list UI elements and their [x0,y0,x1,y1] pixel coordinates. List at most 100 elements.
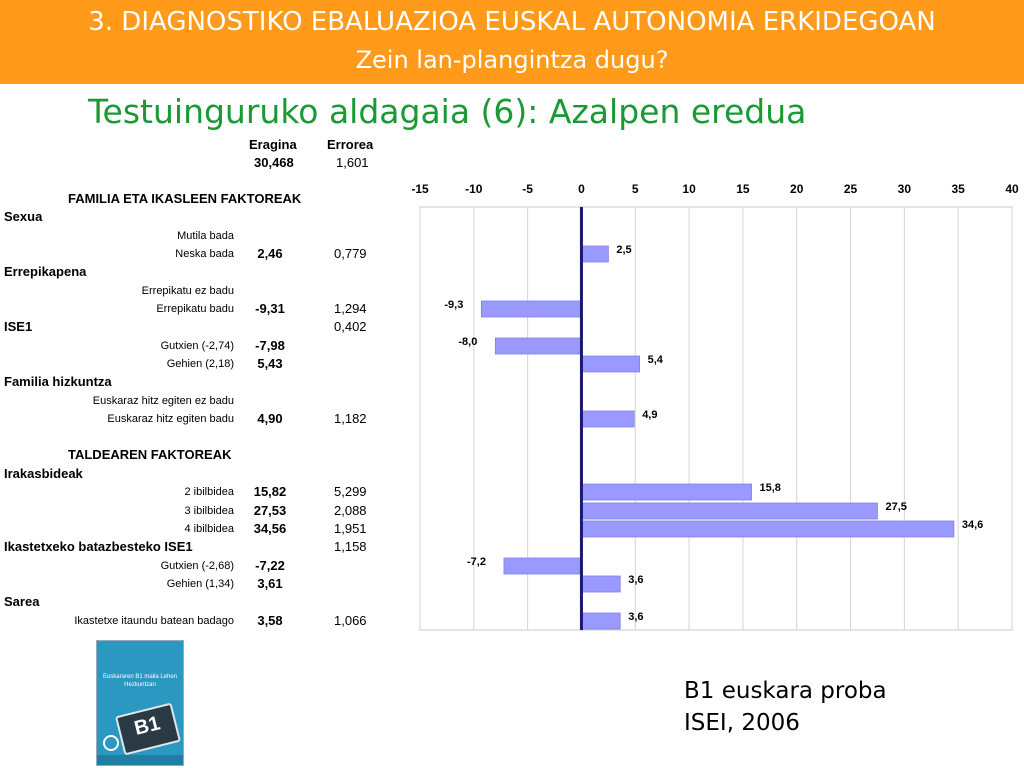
group-label: Sarea [4,594,40,609]
b1-plate: B1 [115,702,181,756]
table-row: Sarea [0,593,400,611]
x-tick-label: 25 [844,182,858,196]
table-row: Sexua [0,208,400,226]
error-column-header: Errorea [327,137,374,152]
row-label: Gehien (2,18) [166,358,234,370]
bar [480,300,582,318]
x-tick-label: 15 [736,182,750,196]
row-label: Gutxien (-2,68) [160,560,234,572]
x-tick-label: -10 [465,182,483,196]
bar [581,612,621,630]
error-value: 2,088 [334,503,367,518]
x-tick-label: 0 [578,182,585,196]
error-value: 1,158 [334,539,367,554]
table-row: Euskaraz hitz egiten ez badu [0,392,400,410]
bar-value-label: 5,4 [648,354,664,366]
effect-value: 34,56 [253,521,287,536]
intercept-effect: 30,468 [254,155,294,170]
x-tick-label: -5 [522,182,533,196]
bar-value-label: -7,2 [467,556,486,568]
row-label: Errepikatu badu [156,303,234,315]
x-tick-label: 40 [1005,182,1019,196]
group-label: ISE1 [4,319,33,334]
effect-value: -9,31 [255,301,285,316]
table-row: ISE1 0,402 [0,318,400,336]
bar-value-label: -8,0 [458,336,477,348]
effect-value: 3,61 [257,576,283,591]
table-row: Errepikatu ez badu [0,282,400,300]
book-footer-band [97,755,183,765]
x-tick-label: 10 [682,182,696,196]
effect-column-header: Eragina [249,137,297,152]
row-label: Euskaraz hitz egiten ez badu [92,395,234,407]
bar-value-label: 3,6 [628,611,643,623]
error-value: 1,066 [334,613,367,628]
error-value: 1,294 [334,301,367,316]
bar-value-label: 15,8 [760,482,781,494]
table-row: Errepikatu badu -9,31 1,294 [0,300,400,318]
group-label: Ikastetxeko batazbesteko ISE1 [4,539,193,554]
bar [581,502,878,520]
banner-subtitle: Zein lan-plangintza dugu? [355,46,669,74]
bar [581,410,635,428]
row-label: Mutila bada [177,230,234,242]
error-value: 1,951 [334,521,367,536]
source-note-line1: B1 euskara proba [684,678,887,704]
effect-value: 4,90 [257,411,283,426]
table-row: 4 ibilbidea 34,56 1,951 [0,520,400,538]
banner-title: 3. DIAGNOSTIKO EBALUAZIOA EUSKAL AUTONOM… [88,7,936,37]
table-row: Mutila bada [0,227,400,245]
group-label: Familia hizkuntza [4,374,112,389]
row-label: 3 ibilbidea [184,505,234,517]
row-label: Gehien (1,34) [166,578,234,590]
bar [581,245,609,263]
bar [494,337,582,355]
table-row: Gehien (1,34) 3,61 [0,575,400,593]
section-label: TALDEAREN FAKTOREAK [68,447,232,462]
effect-value: 3,58 [257,613,283,628]
table-row: Gutxien (-2,68) -7,22 [0,557,400,575]
table-row: Gutxien (-2,74) -7,98 [0,337,400,355]
effect-value: 15,82 [253,484,287,499]
table-row: FAMILIA ETA IKASLEEN FAKTOREAK [0,190,400,208]
row-label: Euskaraz hitz egiten badu [107,413,234,425]
x-tick-label: -15 [411,182,429,196]
row-label: Neska bada [175,248,234,260]
source-note-line2: ISEI, 2006 [684,710,800,736]
table-row: 3 ibilbidea 27,53 2,088 [0,502,400,520]
bar-value-label: 3,6 [628,574,643,586]
error-value: 1,182 [334,411,367,426]
effect-value: 27,53 [253,503,287,518]
bar-value-label: 2,5 [616,244,631,256]
table-row: TALDEAREN FAKTOREAK [0,446,400,464]
bar-value-label: -9,3 [444,299,463,311]
effect-value: 2,46 [257,246,283,261]
title-banner: 3. DIAGNOSTIKO EBALUAZIOA EUSKAL AUTONOM… [0,0,1024,84]
group-label: Sexua [4,209,43,224]
table-row: 2 ibilbidea 15,82 5,299 [0,483,400,501]
table-row: Euskaraz hitz egiten badu 4,90 1,182 [0,410,400,428]
table-row: Neska bada 2,46 0,779 [0,245,400,263]
bar-value-label: 4,9 [642,409,657,421]
bar-value-label: 34,6 [962,519,983,531]
table-row: Ikastetxeko batazbesteko ISE1 1,158 [0,538,400,556]
intercept-error: 1,601 [336,155,369,170]
slide-subtitle: Testuinguruko aldagaia (6): Azalpen ered… [88,92,807,131]
x-tick-label: 30 [898,182,912,196]
error-value: 5,299 [334,484,367,499]
row-label: 2 ibilbidea [184,486,234,498]
publisher-logo-icon [103,735,119,751]
group-label: Irakasbideak [4,466,83,481]
row-label: Gutxien (-2,74) [160,340,234,352]
book-cover-image: Euskararen B1 maila Lehen Hezkuntzan B1 [96,640,184,766]
book-title: Euskararen B1 maila Lehen Hezkuntzan [102,674,178,688]
table-row: Errepikapena [0,263,400,281]
effect-value: -7,98 [255,338,285,353]
b1-plate-label: B1 [132,712,163,740]
row-label: Errepikatu ez badu [141,285,234,297]
error-value: 0,402 [334,319,367,334]
table-row: Ikastetxe itaundu batean badago 3,58 1,066 [0,612,400,630]
group-label: Errepikapena [4,264,87,279]
bar [503,557,582,575]
